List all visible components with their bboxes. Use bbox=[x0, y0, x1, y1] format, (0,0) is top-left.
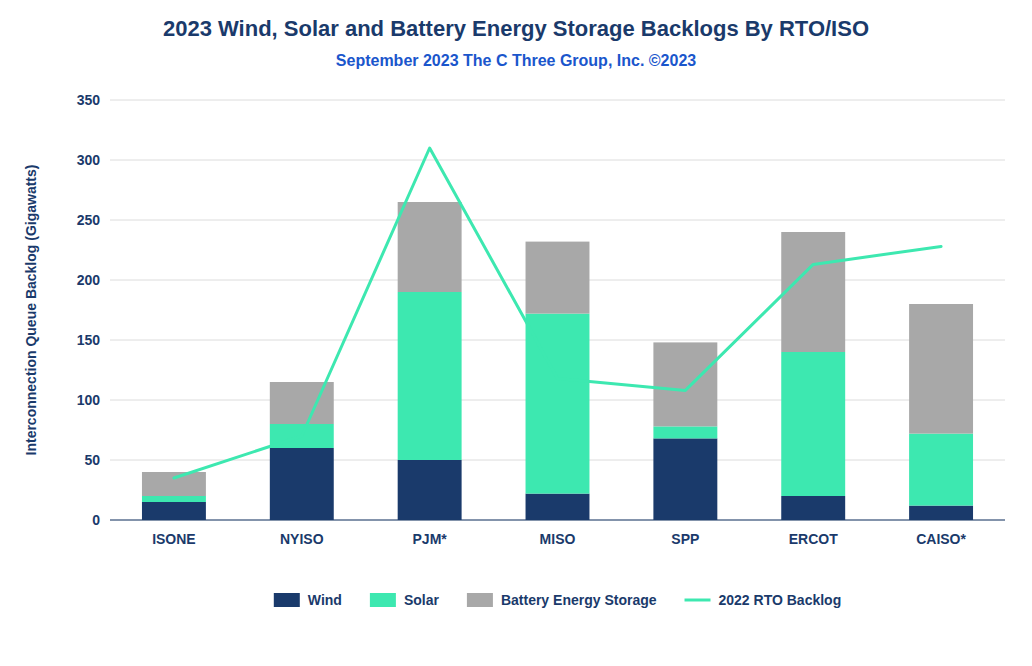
y-axis-label: Interconnection Queue Backlog (Gigawatts… bbox=[23, 165, 39, 456]
legend-item: Wind bbox=[274, 592, 342, 608]
legend-swatch bbox=[685, 599, 711, 602]
bar bbox=[398, 202, 462, 292]
y-tick-label: 50 bbox=[84, 452, 100, 468]
marks bbox=[142, 148, 973, 520]
legend-item: Solar bbox=[370, 592, 440, 608]
subtitle: September 2023 The C Three Group, Inc. ©… bbox=[336, 52, 696, 69]
y-tick-label: 100 bbox=[77, 392, 101, 408]
bar bbox=[142, 496, 206, 502]
line bbox=[174, 148, 941, 478]
legend-swatch bbox=[370, 593, 396, 607]
y-tick-label: 350 bbox=[77, 92, 101, 108]
x-tick-label: CAISO* bbox=[916, 531, 966, 547]
legend-label: Wind bbox=[308, 592, 342, 608]
legend-label: Solar bbox=[404, 592, 440, 608]
bar bbox=[781, 496, 845, 520]
y-tick-label: 250 bbox=[77, 212, 101, 228]
legend-label: 2022 RTO Backlog bbox=[719, 592, 842, 608]
legend-swatch bbox=[467, 593, 493, 607]
grid-line bbox=[110, 220, 1005, 221]
bar bbox=[653, 426, 717, 438]
x-tick-label: SPP bbox=[671, 531, 699, 547]
bar bbox=[781, 352, 845, 496]
y-tick-label: 300 bbox=[77, 152, 101, 168]
legend: Wind Solar Battery Energy Storage 2022 RTO … bbox=[274, 592, 841, 608]
chart: 2023 Wind, Solar and Battery Energy Stor… bbox=[0, 0, 1032, 666]
x-tick-label: ISONE bbox=[152, 531, 196, 547]
x-tick-label: PJM* bbox=[413, 531, 448, 547]
x-tick-label: NYISO bbox=[280, 531, 324, 547]
x-tick-label: ERCOT bbox=[789, 531, 838, 547]
bar bbox=[142, 502, 206, 520]
legend-swatch bbox=[274, 593, 300, 607]
grid-line bbox=[110, 520, 1005, 521]
bar bbox=[781, 232, 845, 352]
bar bbox=[526, 494, 590, 520]
grid-line bbox=[110, 100, 1005, 101]
legend-label: Battery Energy Storage bbox=[501, 592, 657, 608]
x-tick-label: MISO bbox=[540, 531, 576, 547]
y-tick-label: 150 bbox=[77, 332, 101, 348]
bar bbox=[142, 472, 206, 496]
title: 2023 Wind, Solar and Battery Energy Stor… bbox=[163, 16, 869, 41]
bar bbox=[909, 506, 973, 520]
bar bbox=[653, 438, 717, 520]
bar bbox=[526, 242, 590, 314]
bar bbox=[653, 342, 717, 426]
bar bbox=[398, 460, 462, 520]
legend-item: 2022 RTO Backlog bbox=[685, 592, 842, 608]
grid-line bbox=[110, 160, 1005, 161]
bar bbox=[270, 448, 334, 520]
bar bbox=[909, 304, 973, 434]
y-axis: 0 50 100 150 200 250 300 350 bbox=[77, 92, 1005, 528]
legend-item: Battery Energy Storage bbox=[467, 592, 657, 608]
y-tick-label: 0 bbox=[92, 512, 100, 528]
bar bbox=[398, 292, 462, 460]
bar bbox=[909, 434, 973, 506]
x-axis: ISONE NYISO PJM* MISO SPP ERCOT CAISO* bbox=[110, 520, 1005, 547]
x-axis-line bbox=[110, 519, 1005, 520]
y-tick-label: 200 bbox=[77, 272, 101, 288]
